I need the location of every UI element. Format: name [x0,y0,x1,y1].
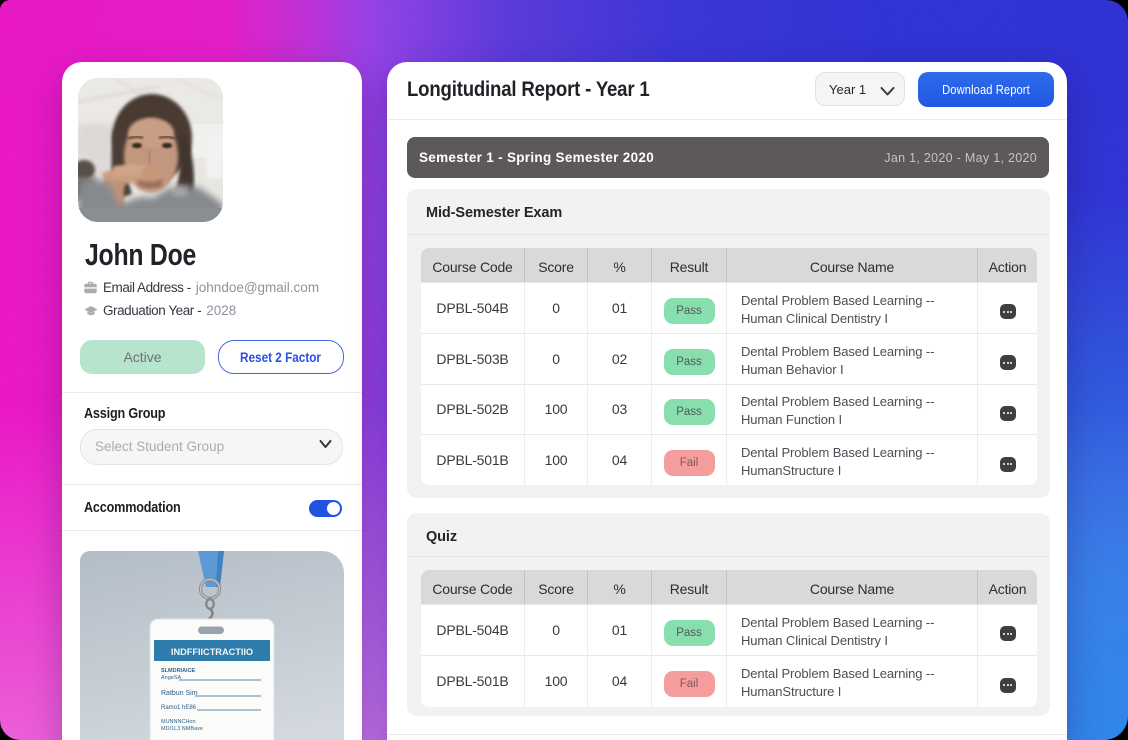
svg-text:Ramo1 hE86: Ramo1 hE86 [161,705,197,711]
svg-text:MD/1L3 NMBave: MD/1L3 NMBave [161,726,203,732]
svg-text:MUNNNCHon: MUNNNCHon [161,719,196,725]
svg-text:AngeSA: AngeSA [161,675,182,681]
svg-text:Ratbun Sim: Ratbun Sim [161,690,198,697]
svg-text:SLMDRIAICE: SLMDRIAICE [161,668,196,674]
svg-text:INDFFIICTRACTIIO: INDFFIICTRACTIIO [171,647,253,657]
